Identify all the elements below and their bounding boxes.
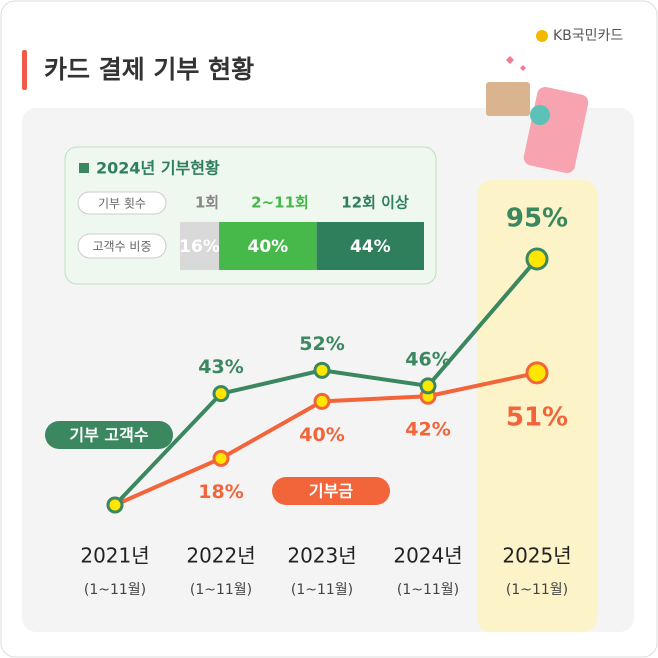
illustration <box>486 56 589 174</box>
x-tick-label: 2025년 <box>502 544 571 568</box>
x-tick-label: 2022년 <box>186 544 255 568</box>
point <box>525 247 549 271</box>
bar-segment <box>180 222 220 270</box>
x-tick-sublabel: (1~11월) <box>397 582 459 598</box>
category-label: 12회 이상 <box>341 194 409 212</box>
point <box>525 361 549 385</box>
point <box>106 496 124 514</box>
brand-logo <box>536 30 548 42</box>
x-tick-label: 2024년 <box>393 544 462 568</box>
x-tick-sublabel: (1~11월) <box>190 582 252 598</box>
value-label: 95% <box>506 203 568 233</box>
point <box>313 361 331 379</box>
point <box>313 392 331 410</box>
inset-marker <box>79 163 89 173</box>
page-title: 카드 결제 기부 현황 <box>44 55 254 84</box>
row-label: 기부 횟수 <box>98 197 146 211</box>
value-label: 46% <box>405 348 450 370</box>
brand: KB국민카드 <box>553 28 623 44</box>
category-label: 2~11회 <box>251 194 309 212</box>
bar-segment <box>316 222 424 270</box>
row-pill <box>77 233 167 259</box>
value-label: 40% <box>299 424 344 446</box>
x-tick-label: 2021년 <box>80 544 149 568</box>
x-tick-sublabel: (1~11월) <box>506 582 568 598</box>
x-tick-sublabel: (1~11월) <box>291 582 353 598</box>
value-label: 51% <box>506 402 568 432</box>
value-label: 16% <box>179 237 220 257</box>
legend-label: 기부 고객수 <box>69 426 148 445</box>
x-tick-label: 2023년 <box>287 544 356 568</box>
inset-title: 2024년 기부현황 <box>96 159 220 178</box>
legend-label: 기부금 <box>309 482 353 501</box>
point <box>212 385 230 403</box>
legend-pill <box>272 477 390 505</box>
row-pill <box>77 191 167 215</box>
value-label: 40% <box>247 237 288 257</box>
point <box>212 449 230 467</box>
category-label: 1회 <box>195 194 219 212</box>
row-label: 고객수 비중 <box>92 240 151 254</box>
value-label: 18% <box>198 481 243 503</box>
value-label: 43% <box>198 356 243 378</box>
x-tick-sublabel: (1~11월) <box>84 582 146 598</box>
value-label: 44% <box>350 237 391 257</box>
value-label: 52% <box>299 333 344 355</box>
title-bar <box>22 50 27 90</box>
bar-segment <box>219 222 317 270</box>
point <box>419 377 437 395</box>
legend-pill <box>45 421 173 449</box>
value-label: 42% <box>405 419 450 441</box>
